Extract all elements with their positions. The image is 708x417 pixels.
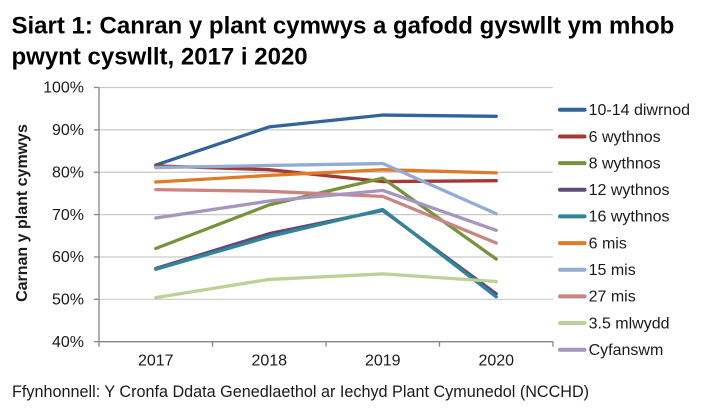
svg-text:6 wythnos: 6 wythnos [589, 129, 661, 146]
svg-text:Ffynhonnell: Y Cronfa Ddata Ge: Ffynhonnell: Y Cronfa Ddata Genedlaethol… [12, 383, 589, 401]
svg-text:10-14 diwrnod: 10-14 diwrnod [589, 102, 690, 119]
svg-text:100%: 100% [43, 80, 84, 97]
svg-text:16 wythnos: 16 wythnos [589, 209, 670, 226]
svg-text:8 wythnos: 8 wythnos [589, 155, 661, 172]
svg-text:90%: 90% [52, 122, 84, 139]
svg-text:2019: 2019 [365, 352, 401, 369]
svg-text:Carnan y plant cymwys: Carnan y plant cymwys [14, 124, 31, 302]
svg-text:2017: 2017 [138, 352, 174, 369]
svg-text:6 mis: 6 mis [589, 235, 627, 252]
svg-text:3.5 mlwydd: 3.5 mlwydd [589, 315, 670, 332]
svg-text:50%: 50% [52, 292, 84, 309]
svg-text:2020: 2020 [478, 352, 514, 369]
svg-text:2018: 2018 [251, 352, 287, 369]
svg-text:pwynt cyswllt, 2017 i 2020: pwynt cyswllt, 2017 i 2020 [12, 44, 308, 71]
svg-text:40%: 40% [52, 334, 84, 351]
svg-text:70%: 70% [52, 207, 84, 224]
svg-text:60%: 60% [52, 249, 84, 266]
svg-text:12 wythnos: 12 wythnos [589, 182, 670, 199]
svg-text:Cyfanswm: Cyfanswm [589, 342, 664, 359]
svg-text:15 mis: 15 mis [589, 262, 636, 279]
svg-text:27 mis: 27 mis [589, 289, 636, 306]
svg-text:Siart 1: Canran y plant cymwys: Siart 1: Canran y plant cymwys a gafodd … [12, 13, 675, 40]
svg-text:80%: 80% [52, 164, 84, 181]
